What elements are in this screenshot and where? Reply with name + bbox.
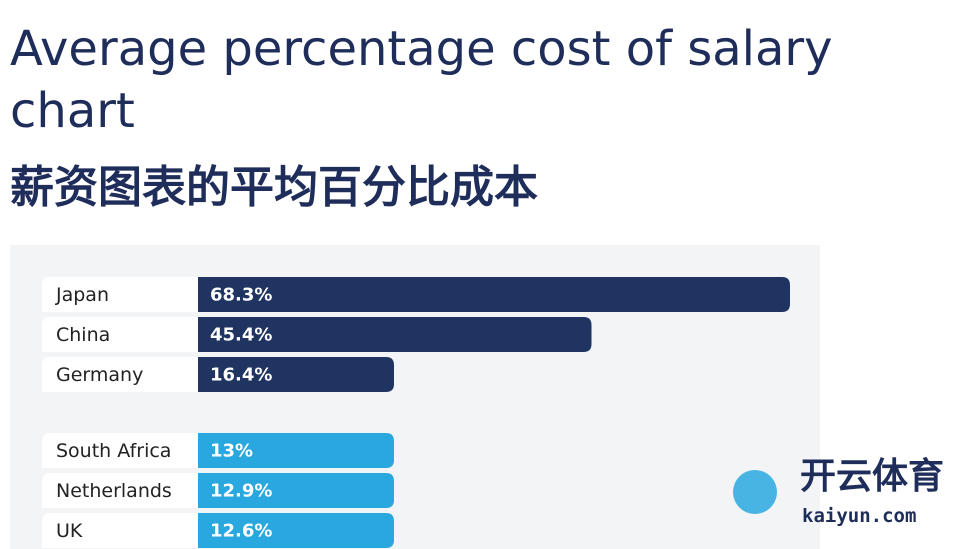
- chart-title: Average percentage cost of salary chart: [10, 21, 833, 139]
- bar: [198, 277, 790, 312]
- label-box: [42, 357, 198, 392]
- bar: [198, 433, 394, 468]
- bar: [198, 317, 592, 352]
- label-box: [42, 513, 198, 548]
- value-label: 12.9%: [210, 481, 272, 502]
- label-box: [42, 317, 198, 352]
- bar: [198, 473, 394, 508]
- bars: Japan 68.3% China 45.4% Germany 16.4% South Af…: [42, 277, 790, 548]
- watermark-brand: 开云体育: [800, 456, 944, 497]
- category-label: Japan: [55, 284, 109, 306]
- bar: [198, 513, 394, 548]
- watermark-site: kaiyun.com: [802, 505, 916, 527]
- value-label: 16.4%: [210, 365, 272, 386]
- label-box: [42, 473, 198, 508]
- label-box: [42, 433, 198, 468]
- label-box: [42, 277, 198, 312]
- category-label: Germany: [56, 364, 143, 386]
- category-label: China: [56, 324, 110, 346]
- category-label: UK: [56, 520, 83, 542]
- value-label: 68.3%: [210, 285, 272, 306]
- value-label: 12.6%: [210, 521, 272, 542]
- bar: [198, 357, 394, 392]
- chart-subtitle: 薪资图表的平均百分比成本: [10, 162, 538, 213]
- watermark-logo: [733, 470, 777, 514]
- category-label: Netherlands: [56, 480, 172, 502]
- value-label: 45.4%: [210, 325, 272, 346]
- category-label: South Africa: [56, 440, 171, 462]
- watermark: 开云体育 kaiyun.com: [733, 456, 944, 527]
- value-label: 13%: [210, 441, 253, 462]
